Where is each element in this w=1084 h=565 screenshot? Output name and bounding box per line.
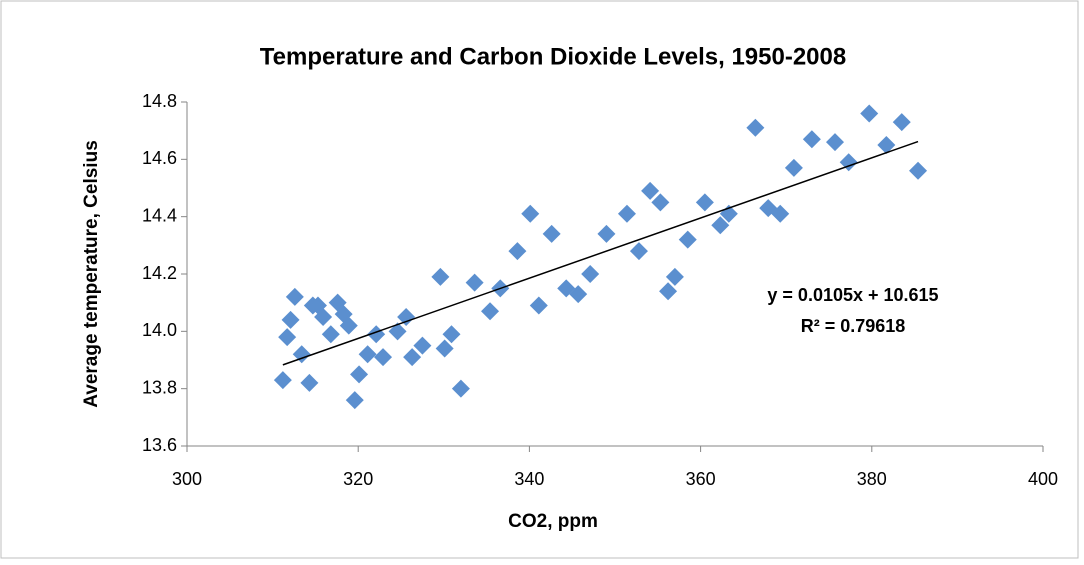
point	[542, 224, 561, 243]
point	[350, 365, 369, 384]
point	[659, 282, 678, 301]
point	[892, 113, 911, 132]
r-squared: R² = 0.79618	[801, 316, 906, 336]
y-tick-label: 14.6	[142, 148, 177, 168]
point	[321, 325, 340, 344]
chart-title: Temperature and Carbon Dioxide Levels, 1…	[260, 43, 846, 70]
point	[345, 391, 364, 410]
point	[877, 136, 896, 154]
y-axis-label: Average temperature, Celsius	[81, 140, 102, 408]
point	[711, 216, 730, 235]
point	[413, 336, 432, 355]
point	[629, 242, 648, 261]
point	[285, 287, 304, 306]
point	[442, 325, 461, 344]
point	[508, 242, 527, 261]
x-tick-label: 340	[514, 469, 544, 489]
point	[451, 379, 470, 398]
point	[397, 308, 416, 326]
y-tick-label: 14.4	[142, 205, 177, 225]
x-tick-label: 400	[1028, 469, 1058, 489]
point	[431, 267, 450, 286]
point	[278, 328, 297, 347]
point	[300, 373, 319, 392]
point	[641, 181, 660, 200]
point	[314, 308, 333, 326]
x-tick-label: 300	[172, 469, 202, 489]
point	[292, 345, 311, 364]
equation: y = 0.0105x + 10.615	[767, 285, 938, 305]
point	[597, 224, 616, 243]
x-tick-label: 360	[686, 469, 716, 489]
y-tick-label: 13.8	[142, 377, 177, 397]
y-tick-label: 14.0	[142, 320, 177, 340]
point	[339, 316, 358, 335]
point	[771, 204, 790, 223]
point	[909, 161, 928, 180]
x-tick-label: 320	[343, 469, 373, 489]
point	[465, 273, 484, 292]
point	[678, 230, 697, 249]
y-tick-label: 14.2	[142, 263, 177, 283]
x-axis-label: CO2, ppm	[508, 511, 598, 532]
point	[839, 153, 858, 172]
point	[273, 371, 292, 390]
point	[860, 104, 879, 123]
point	[281, 310, 300, 329]
point	[435, 339, 454, 358]
point	[481, 302, 500, 321]
point	[825, 133, 844, 152]
trendline	[282, 140, 919, 366]
y-tick-label: 13.6	[142, 435, 177, 455]
point	[746, 118, 765, 137]
point	[651, 193, 670, 212]
point	[374, 348, 393, 367]
point	[403, 348, 422, 367]
y-tick-label: 14.8	[142, 91, 177, 111]
point	[581, 265, 600, 283]
x-tick-label: 380	[857, 469, 887, 489]
point	[569, 285, 588, 304]
point	[617, 204, 636, 223]
point	[529, 296, 548, 315]
point	[695, 193, 714, 212]
point	[521, 204, 540, 223]
point	[784, 158, 803, 177]
point	[358, 345, 377, 364]
point	[802, 130, 821, 149]
point	[665, 267, 684, 286]
